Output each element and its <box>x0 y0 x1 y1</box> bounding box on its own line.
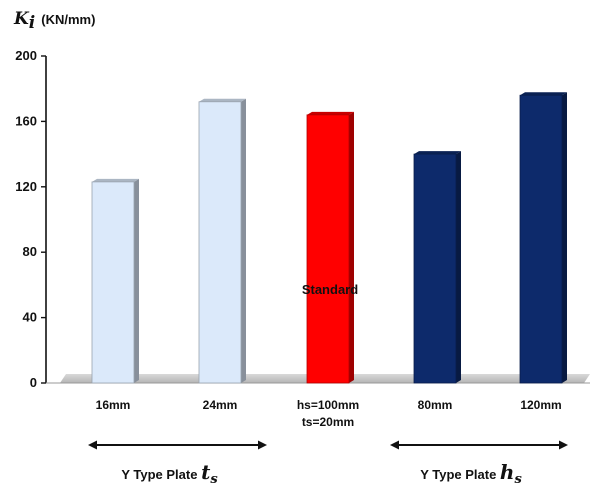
x-tick-label: 120mm <box>520 398 561 412</box>
group-bracket: Y Type Plate hs <box>390 440 568 487</box>
x-tick-label: 16mm <box>96 398 131 412</box>
x-tick-label: 24mm <box>203 398 238 412</box>
group-bracket: Y Type Plate ts <box>88 440 267 487</box>
bar-top <box>414 151 461 155</box>
bar <box>306 111 354 384</box>
bar <box>413 151 461 384</box>
bar <box>519 92 567 384</box>
arrow-left-icon <box>88 440 97 450</box>
bar-top <box>520 92 567 96</box>
x-tick-label: 80mm <box>418 398 453 412</box>
y-axis-unit: (KN/mm) <box>41 12 95 27</box>
y-axis-symbol: K <box>13 9 30 29</box>
bar-side <box>562 92 567 384</box>
bar <box>91 178 139 384</box>
bar-top <box>199 98 246 102</box>
bar-front <box>198 101 242 384</box>
group-label: Y Type Plate ts <box>121 460 218 487</box>
bar-front <box>413 153 457 384</box>
bar-front <box>91 181 135 384</box>
group-label: Y Type Plate hs <box>420 460 522 487</box>
y-tick-label: 40 <box>23 310 37 325</box>
bar <box>198 98 246 384</box>
bar-side <box>456 151 461 383</box>
y-tick-label: 160 <box>15 113 37 128</box>
y-axis-subscript: i <box>29 13 35 33</box>
y-tick-label: 80 <box>23 244 37 259</box>
bar-side <box>349 111 354 384</box>
bar-top <box>92 178 139 182</box>
bar-top <box>307 111 354 115</box>
bar-front <box>519 94 563 384</box>
bar-side <box>134 178 139 383</box>
y-tick-label: 120 <box>15 179 37 194</box>
standard-annotation: Standard <box>302 282 358 297</box>
bar-side <box>241 98 246 383</box>
y-tick-label: 0 <box>30 375 37 390</box>
arrow-right-icon <box>559 440 568 450</box>
arrow-left-icon <box>390 440 399 450</box>
x-tick-label: hs=100mm ts=20mm <box>297 398 359 429</box>
arrow-right-icon <box>258 440 267 450</box>
y-tick-label: 200 <box>15 48 37 63</box>
bar-front <box>306 114 350 384</box>
y-axis-label: Ki (KN/mm) <box>13 9 95 33</box>
